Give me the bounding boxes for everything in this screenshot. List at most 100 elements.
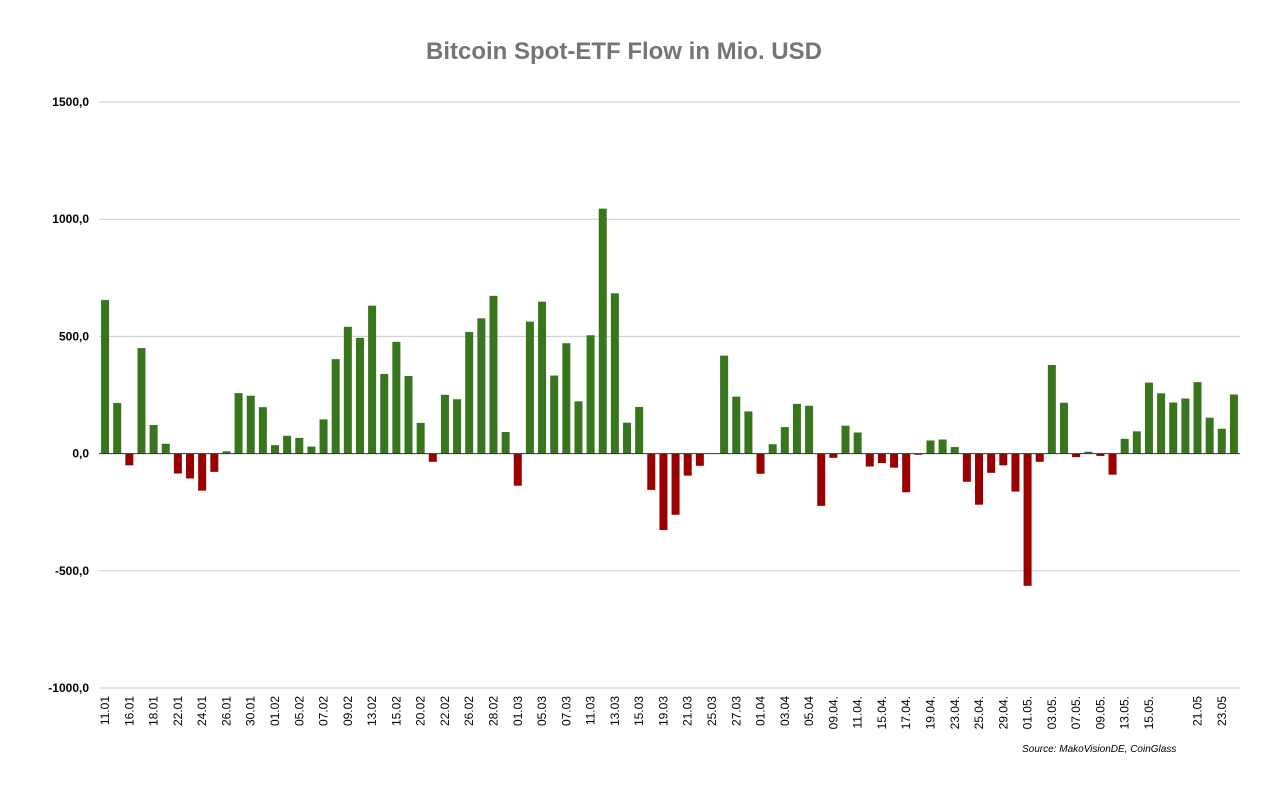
bar-04.04 xyxy=(792,403,801,454)
x-tick-label: 11.01 xyxy=(98,696,112,725)
x-tick-label: 09.04. xyxy=(826,696,840,729)
x-tick-label: 28.02 xyxy=(486,696,500,726)
bar-17.01 xyxy=(137,348,146,454)
x-tick-label: 13.05. xyxy=(1118,696,1132,729)
bar-02.04 xyxy=(768,444,777,454)
bar-06.05 xyxy=(1059,402,1068,454)
bar-12.03 xyxy=(598,208,607,454)
x-tick-label: 23.05 xyxy=(1215,696,1229,726)
x-tick-label: 09.02 xyxy=(341,696,355,726)
x-tick-label: 18.01 xyxy=(147,696,161,726)
bar-13.03 xyxy=(610,293,619,454)
bar-23.05 xyxy=(1217,428,1226,454)
x-tick-label: 27.03 xyxy=(729,696,743,726)
bar-09.04 xyxy=(829,453,838,458)
x-tick-label: 09.05. xyxy=(1093,696,1107,729)
bar-05.03 xyxy=(538,301,547,454)
y-tick-label: -1000,0 xyxy=(48,681,89,695)
bar-01.05 xyxy=(1023,453,1032,586)
bar-17.04 xyxy=(902,453,911,493)
x-tick-label: 01.05. xyxy=(1021,696,1035,729)
bar-20.02 xyxy=(416,422,425,454)
x-tick-label: 26.02 xyxy=(462,696,476,726)
bar-07.03 xyxy=(562,343,571,454)
bar-26.01 xyxy=(222,451,231,454)
x-tick-label: 15.02 xyxy=(389,696,403,726)
x-tick-label: 07.05. xyxy=(1069,696,1083,729)
bar-07.02 xyxy=(319,419,328,454)
bar-13.02 xyxy=(368,305,377,454)
bar-29.02 xyxy=(501,432,510,454)
y-tick-label: 0,0 xyxy=(72,447,89,461)
x-tick-label: 19.03 xyxy=(656,696,670,726)
bar-21.02 xyxy=(428,453,437,462)
bar-15.05 xyxy=(1144,382,1153,454)
bar-11.04 xyxy=(853,432,862,454)
y-tick-label: 500,0 xyxy=(59,329,89,343)
bars xyxy=(101,208,1238,586)
bar-21.03 xyxy=(683,453,692,476)
x-tick-label: 11.04. xyxy=(851,696,865,728)
bar-06.03 xyxy=(550,375,559,454)
bar-04.03 xyxy=(525,321,534,454)
bar-15.03 xyxy=(635,406,644,454)
bar-17.05 xyxy=(1169,402,1178,454)
x-tick-label: 03.05. xyxy=(1045,696,1059,729)
x-tick-label: 15.04. xyxy=(875,696,889,729)
x-tick-label: 16.01 xyxy=(122,696,136,726)
y-tick-label: 1000,0 xyxy=(52,212,89,226)
gridlines xyxy=(99,101,1240,689)
x-tick-label: 03.04 xyxy=(778,696,792,726)
bar-27.03 xyxy=(732,396,741,454)
x-tick-label: 07.03 xyxy=(559,696,573,726)
bar-01.04 xyxy=(756,453,765,474)
bar-22.05 xyxy=(1205,417,1214,454)
x-tick-label: 13.03 xyxy=(608,696,622,726)
x-tick-label: 20.02 xyxy=(414,696,428,726)
x-tick-label: 17.04. xyxy=(899,696,913,729)
bar-11.01 xyxy=(101,300,110,454)
x-tick-label: 15.03 xyxy=(632,696,646,726)
x-tick-label: 01.03 xyxy=(511,696,525,726)
bar-07.05 xyxy=(1072,453,1081,458)
x-tick-label: 19.04. xyxy=(923,696,937,729)
bar-24.01 xyxy=(198,453,207,491)
bar-05.04 xyxy=(805,405,814,454)
x-tick-label: 22.02 xyxy=(438,696,452,726)
bar-08.03 xyxy=(574,401,583,454)
x-tick-label: 01.02 xyxy=(268,696,282,726)
bar-18.01 xyxy=(149,425,158,454)
bar-06.02 xyxy=(307,446,316,454)
bar-10.05 xyxy=(1108,453,1117,475)
source-note: Source: MakoVisionDE, CoinGlass xyxy=(1022,744,1177,755)
bar-13.05 xyxy=(1120,438,1129,454)
bar-08.05 xyxy=(1084,451,1093,454)
bar-03.04 xyxy=(780,427,789,454)
bar-30.04 xyxy=(1011,453,1020,492)
bar-24.04 xyxy=(962,453,971,482)
bar-15.02 xyxy=(392,341,401,454)
bar-01.03 xyxy=(513,453,522,486)
bar-29.04 xyxy=(999,453,1008,466)
x-tick-label: 11.03 xyxy=(584,696,598,725)
bar-22.01 xyxy=(173,453,182,474)
bar-20.03 xyxy=(671,453,680,515)
bar-14.02 xyxy=(380,373,389,454)
bar-27.02 xyxy=(477,318,486,454)
bar-22.02 xyxy=(440,394,449,454)
bar-09.02 xyxy=(343,326,352,454)
bar-28.02 xyxy=(489,295,498,454)
bar-14.05 xyxy=(1132,431,1141,454)
bar-28.03 xyxy=(744,411,753,454)
bar-16.05 xyxy=(1157,393,1166,454)
y-axis-tick-labels: 1500,0 1000,0 500,0 0,0 -500,0 -1000,0 xyxy=(48,95,89,695)
bar-09.05 xyxy=(1096,453,1105,456)
bar-12.02 xyxy=(355,337,364,454)
bar-08.04 xyxy=(817,453,826,506)
bar-22.04 xyxy=(938,439,947,454)
x-tick-label: 05.02 xyxy=(292,696,306,726)
bar-26.04 xyxy=(987,453,996,473)
bar-16.04 xyxy=(890,453,899,468)
bar-30.01 xyxy=(246,395,255,454)
bar-01.02 xyxy=(271,445,280,454)
